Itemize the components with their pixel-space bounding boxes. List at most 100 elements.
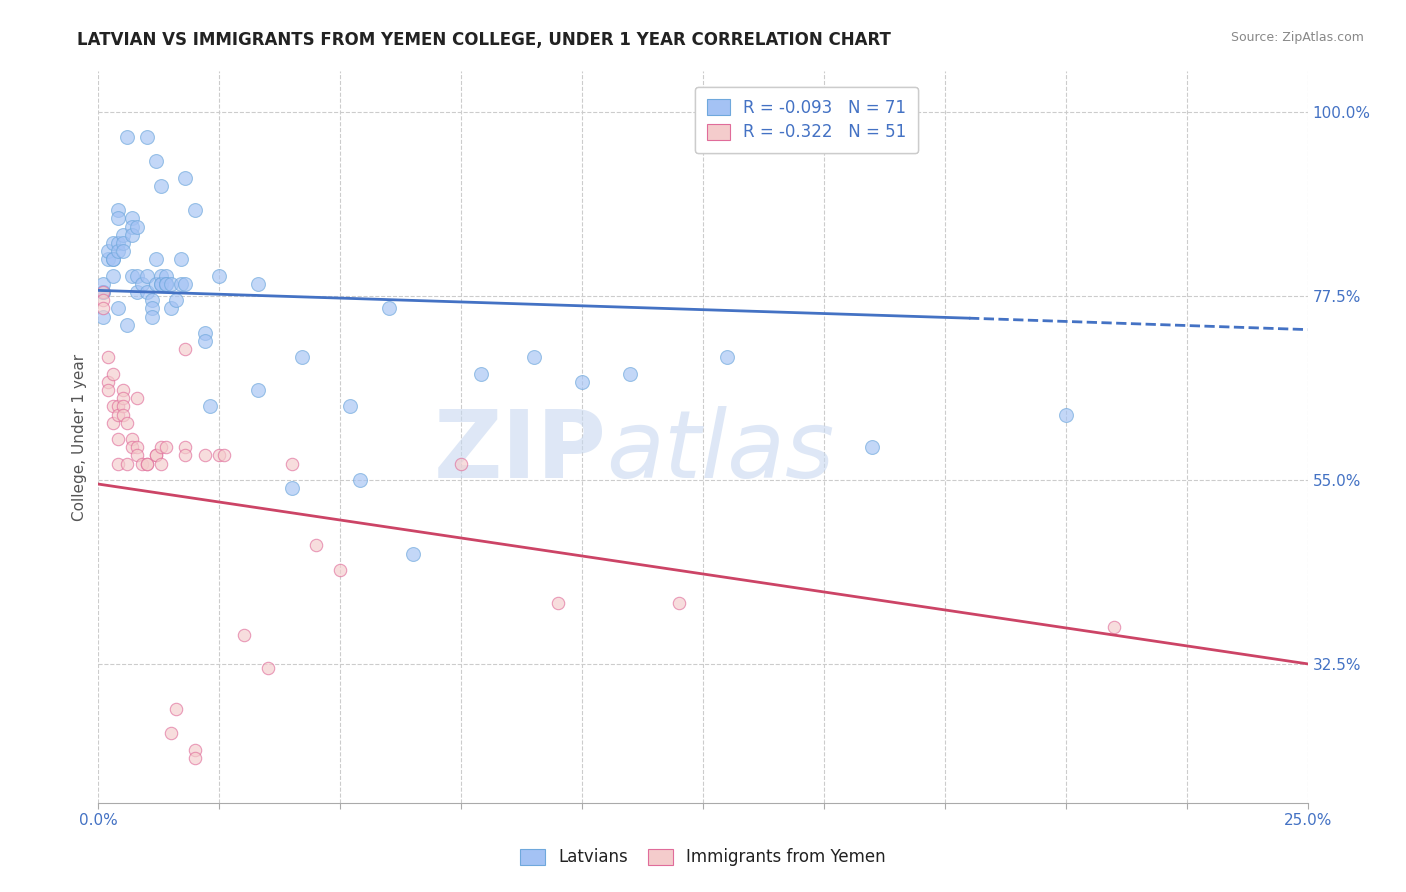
Point [107,432,129,446]
Point [117,457,139,471]
Point [165,702,187,716]
Point [212,449,235,463]
Point [111,400,134,414]
Point [117,129,139,144]
Point [208,268,231,283]
Point [121,227,143,242]
Point [121,268,143,283]
Point [339,400,361,414]
Point [111,391,134,405]
Point [91,285,114,299]
Point [169,252,191,267]
Point [377,301,399,316]
Point [145,449,167,463]
Point [97,252,120,267]
Point [97,244,120,259]
Point [121,432,143,446]
Point [107,235,129,250]
Point [135,457,157,471]
Point [127,440,149,454]
Point [121,211,143,226]
Point [184,742,207,756]
Legend: Latvians, Immigrants from Yemen: Latvians, Immigrants from Yemen [512,840,894,875]
Point [349,473,371,487]
Point [155,268,177,283]
Point [121,219,143,234]
Point [131,457,153,471]
Point [111,408,134,422]
Point [101,252,124,267]
Point [198,400,221,414]
Point [194,334,217,348]
Point [174,449,197,463]
Point [107,408,129,422]
Point [150,457,173,471]
Point [97,375,120,389]
Legend: R = -0.093   N = 71, R = -0.322   N = 51: R = -0.093 N = 71, R = -0.322 N = 51 [695,87,918,153]
Point [107,457,129,471]
Point [150,268,173,283]
Point [523,351,546,365]
Point [97,383,120,397]
Point [111,235,134,250]
Point [107,400,129,414]
Point [135,268,157,283]
Point [470,367,492,381]
Point [121,440,143,454]
Point [194,326,217,340]
Point [101,400,124,414]
Point [127,449,149,463]
Point [571,375,593,389]
Point [150,277,173,291]
Point [145,154,167,169]
Point [1054,408,1077,422]
Point [450,457,472,471]
Point [150,440,173,454]
Point [155,440,177,454]
Point [101,252,124,267]
Point [547,596,569,610]
Point [155,277,177,291]
Point [184,203,207,218]
Point [247,277,270,291]
Y-axis label: College, Under 1 year: College, Under 1 year [72,353,87,521]
Point [165,293,187,308]
Point [1102,620,1125,634]
Point [281,481,304,495]
Point [290,351,312,365]
Point [91,277,114,291]
Point [141,301,163,316]
Point [160,277,183,291]
Point [208,449,231,463]
Point [127,268,149,283]
Point [174,343,197,357]
Point [131,277,153,291]
Point [111,227,134,242]
Point [716,351,738,365]
Point [117,416,139,430]
Point [101,268,124,283]
Point [155,277,177,291]
Point [91,310,114,324]
Point [135,457,157,471]
Point [91,301,114,316]
Point [111,244,134,259]
Point [174,440,197,454]
Text: Source: ZipAtlas.com: Source: ZipAtlas.com [1230,31,1364,45]
Point [127,391,149,405]
Text: ZIP: ZIP [433,406,606,498]
Point [145,449,167,463]
Point [101,367,124,381]
Point [169,277,191,291]
Point [141,293,163,308]
Point [145,252,167,267]
Point [619,367,641,381]
Point [860,440,883,454]
Text: LATVIAN VS IMMIGRANTS FROM YEMEN COLLEGE, UNDER 1 YEAR CORRELATION CHART: LATVIAN VS IMMIGRANTS FROM YEMEN COLLEGE… [77,31,891,49]
Point [160,301,183,316]
Point [97,351,120,365]
Point [107,244,129,259]
Point [107,301,129,316]
Point [127,285,149,299]
Point [247,383,270,397]
